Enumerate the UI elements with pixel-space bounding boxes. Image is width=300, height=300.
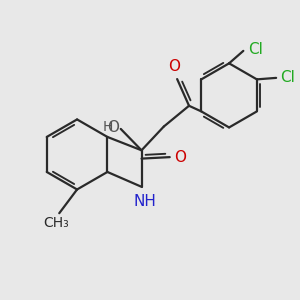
Text: Cl: Cl [248,42,263,57]
Text: Cl: Cl [280,70,296,86]
Text: O: O [107,120,119,135]
Text: O: O [168,59,180,74]
Text: H: H [103,120,113,134]
Text: NH: NH [133,194,156,209]
Text: O: O [174,150,186,165]
Text: CH₃: CH₃ [44,216,69,230]
